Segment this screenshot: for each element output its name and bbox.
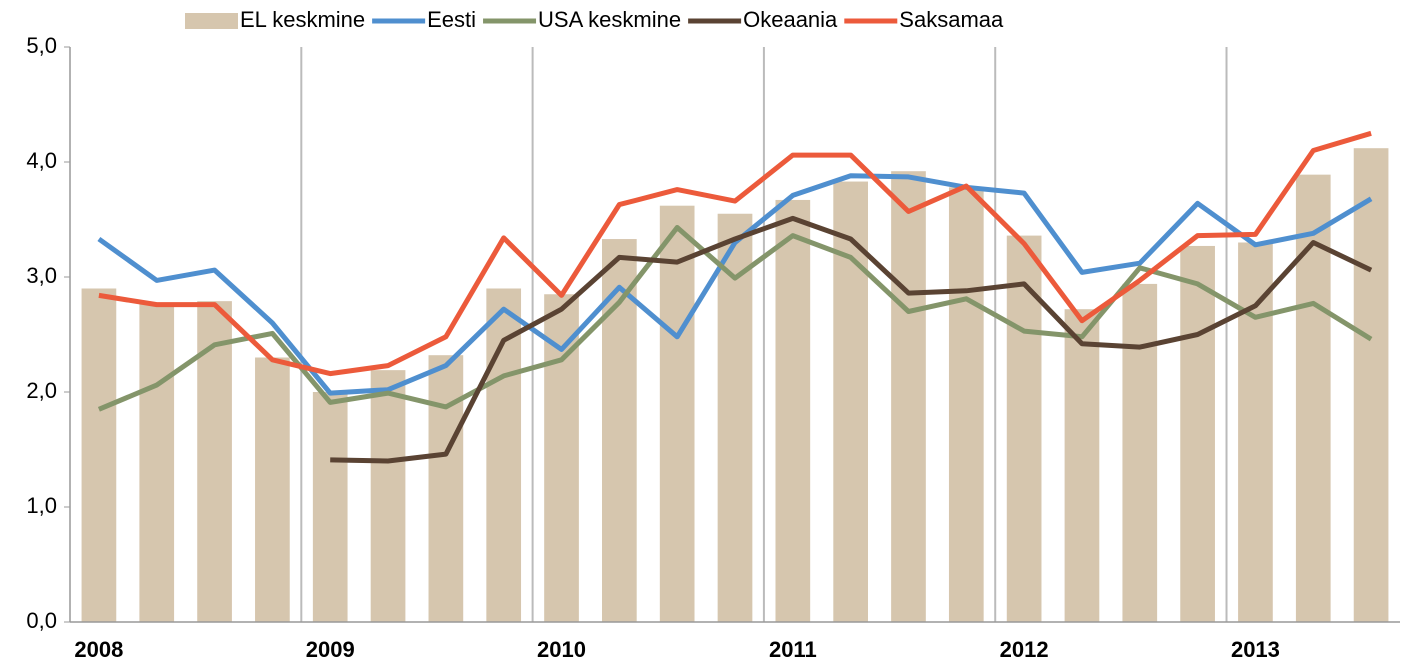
legend-swatch: [185, 13, 238, 29]
bar: [948, 187, 984, 623]
x-tick-label: 2010: [537, 637, 586, 662]
bar: [197, 301, 232, 622]
x-tick-label: 2009: [306, 637, 355, 662]
bar: [428, 355, 464, 622]
bar: [891, 171, 926, 622]
legend-label: USA keskmine: [538, 7, 681, 32]
bar: [1353, 148, 1389, 622]
x-tick-label: 2013: [1231, 637, 1280, 662]
legend-label: Eesti: [427, 7, 476, 32]
x-tick-label: 2008: [74, 637, 123, 662]
bar: [775, 199, 811, 622]
y-tick-label: 3,0: [26, 263, 57, 288]
bar: [659, 205, 695, 622]
y-tick-label: 4,0: [26, 148, 57, 173]
y-tick-label: 2,0: [26, 378, 57, 403]
legend-label: Saksamaa: [899, 7, 1004, 32]
bar: [139, 303, 175, 622]
legend-label: Okeaania: [743, 7, 838, 32]
line-series: [97, 225, 1373, 412]
line-series: [98, 130, 1372, 377]
bar: [1238, 242, 1273, 622]
line-series: [330, 215, 1373, 464]
bar: [1064, 309, 1100, 622]
bar: [1180, 245, 1215, 622]
bar: [717, 213, 753, 622]
bar: [81, 288, 117, 622]
x-tick-label: 2012: [1000, 637, 1049, 662]
bar: [255, 357, 290, 622]
bar: [1122, 283, 1158, 622]
y-tick-label: 0,0: [26, 608, 57, 633]
bar: [312, 392, 348, 622]
y-tick-label: 1,0: [26, 493, 57, 518]
bar: [370, 370, 406, 622]
bar: [1006, 235, 1042, 622]
y-tick-label: 5,0: [26, 33, 57, 58]
legend-label: EL keskmine: [240, 7, 365, 32]
x-tick-label: 2011: [769, 637, 817, 662]
